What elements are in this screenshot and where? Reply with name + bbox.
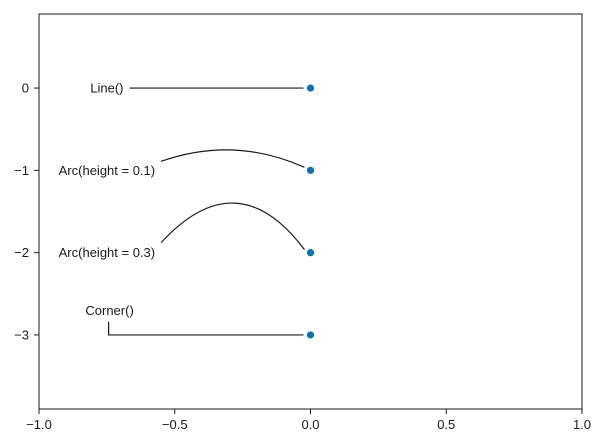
y-tick-label: −2 [14,245,29,260]
y-tick-label: 0 [22,81,29,96]
data-point [306,249,315,257]
data-point [306,84,315,92]
annotation-connector [160,202,305,251]
x-tick-label: 0.0 [301,417,319,432]
x-tick-label: 1.0 [573,417,591,432]
y-tick-label: −3 [14,327,29,342]
data-point [306,166,315,174]
annotation-label: Corner() [85,303,133,318]
point-layer [306,84,315,339]
annotation-connector [107,321,304,336]
annotation-label: Line() [90,81,123,96]
x-tick-label: 0.5 [437,417,455,432]
annotation-layer: Line() Arc(height = 0.1) Arc(height = 0.3)… [59,81,305,336]
x-tick-label: −0.5 [162,417,188,432]
x-tick-label: −1.0 [26,417,52,432]
annotation-label: Arc(height = 0.3) [59,245,155,260]
data-point [306,331,315,339]
annotation-label: Arc(height = 0.1) [59,163,155,178]
y-tick-label: −1 [14,163,29,178]
y-axis: 0 −1 −2 −3 [14,81,39,342]
annotation-connector [160,149,305,168]
plot-area [38,13,583,410]
x-axis: −1.0 −0.5 0.0 0.5 1.0 [26,409,591,432]
